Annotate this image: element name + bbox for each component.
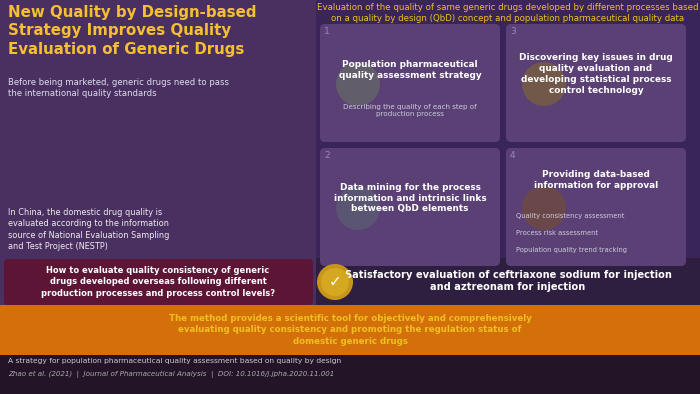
- FancyBboxPatch shape: [320, 148, 500, 266]
- Circle shape: [336, 62, 380, 106]
- Text: 1: 1: [324, 27, 330, 36]
- Bar: [316, 0, 700, 305]
- Text: 4: 4: [510, 151, 516, 160]
- Circle shape: [522, 186, 566, 230]
- Circle shape: [522, 62, 566, 106]
- FancyBboxPatch shape: [4, 259, 313, 305]
- FancyBboxPatch shape: [506, 24, 686, 142]
- Text: Providing data-based
information for approval: Providing data-based information for app…: [534, 170, 658, 190]
- FancyBboxPatch shape: [320, 24, 500, 142]
- Text: Process risk assessment: Process risk assessment: [516, 230, 598, 236]
- Circle shape: [321, 268, 349, 296]
- Text: Quality consistency assessment: Quality consistency assessment: [516, 213, 624, 219]
- Circle shape: [317, 264, 353, 300]
- Text: Discovering key issues in drug
quality evaluation and
developing statistical pro: Discovering key issues in drug quality e…: [519, 53, 673, 95]
- Text: Population pharmaceutical
quality assessment strategy: Population pharmaceutical quality assess…: [339, 60, 482, 80]
- FancyBboxPatch shape: [506, 148, 686, 266]
- Bar: [0, 355, 700, 394]
- Text: Evaluation of the quality of same generic drugs developed by different processes: Evaluation of the quality of same generi…: [317, 3, 699, 23]
- Text: Satisfactory evaluation of ceftriaxone sodium for injection
and aztreonam for in: Satisfactory evaluation of ceftriaxone s…: [344, 269, 671, 292]
- Text: Population quality trend tracking: Population quality trend tracking: [516, 247, 627, 253]
- Text: A strategy for population pharmaceutical quality assessment based on quality by : A strategy for population pharmaceutical…: [8, 358, 342, 364]
- Text: New Quality by Design-based
Strategy Improves Quality
Evaluation of Generic Drug: New Quality by Design-based Strategy Imp…: [8, 5, 256, 57]
- Text: 3: 3: [510, 27, 516, 36]
- Text: How to evaluate quality consistency of generic
drugs developed overseas followin: How to evaluate quality consistency of g…: [41, 266, 275, 298]
- Text: Data mining for the process
information and intrinsic links
between QbD elements: Data mining for the process information …: [334, 183, 486, 213]
- Text: ✓: ✓: [328, 275, 342, 290]
- Text: 2: 2: [324, 151, 330, 160]
- Text: The method provides a scientific tool for objectively and comprehensively
evalua: The method provides a scientific tool fo…: [169, 314, 531, 346]
- Circle shape: [336, 186, 380, 230]
- Text: Before being marketed, generic drugs need to pass
the international quality stan: Before being marketed, generic drugs nee…: [8, 78, 229, 98]
- Text: Describing the quality of each step of
production process: Describing the quality of each step of p…: [343, 104, 477, 117]
- Text: In China, the domestic drug quality is
evaluated according to the information
so: In China, the domestic drug quality is e…: [8, 208, 169, 251]
- Text: Zhao et al. (2021)  |  Journal of Pharmaceutical Analysis  |  DOI: 10.1016/j.jph: Zhao et al. (2021) | Journal of Pharmace…: [8, 371, 335, 378]
- Bar: [0, 305, 700, 355]
- Bar: [316, 258, 700, 305]
